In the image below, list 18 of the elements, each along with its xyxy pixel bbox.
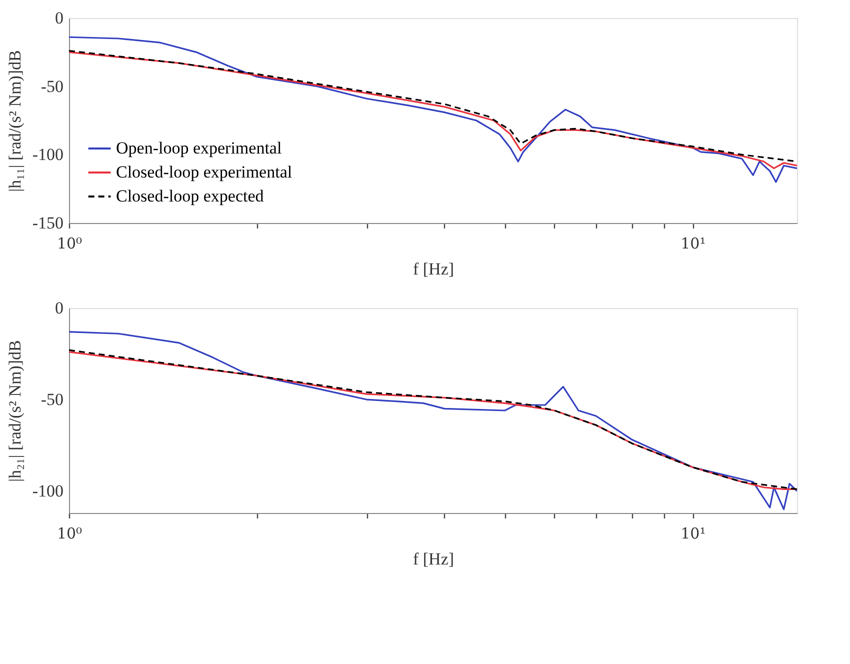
legend-label: Closed-loop experimental: [116, 162, 292, 182]
y-tick-label: -50: [40, 76, 64, 96]
y-tick-label: 0: [55, 298, 64, 318]
legend-label: Open-loop experimental: [116, 138, 282, 158]
legend-label: Closed-loop expected: [116, 186, 264, 206]
y-axis-title: |h₁₁| [rad/(s² Nm)]dB: [5, 50, 24, 192]
y-tick-label: -100: [32, 145, 64, 164]
x-axis-title: f [Hz]: [412, 260, 454, 278]
y-axis-title: |h₂₁| [rad/(s² Nm)]dB: [5, 340, 24, 482]
y-tick-label: -150: [32, 214, 64, 232]
y-tick-label: -50: [40, 390, 64, 410]
y-tick-label: -100: [32, 482, 64, 501]
x-axis-title: f [Hz]: [412, 550, 454, 568]
x-tick-label: 10⁰: [56, 234, 82, 252]
y-tick-label: 0: [55, 8, 64, 28]
x-tick-label: 10⁰: [56, 524, 82, 542]
x-tick-label: 10¹: [680, 524, 706, 542]
x-tick-label: 10¹: [680, 234, 706, 252]
